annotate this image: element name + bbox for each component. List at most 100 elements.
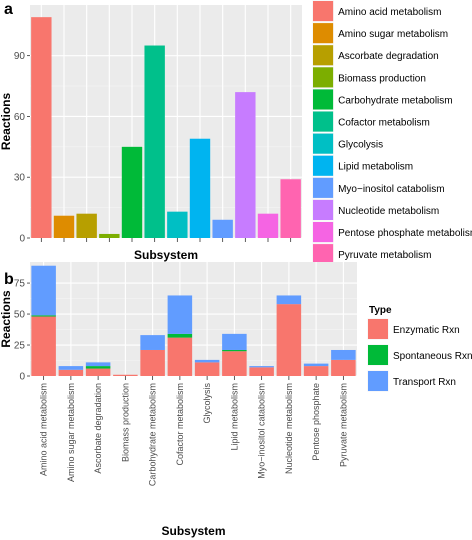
x-tick-label-b: Ascorbate degradation [93, 383, 103, 474]
bar-b-segment [222, 333, 247, 350]
bar-a [121, 146, 143, 238]
bar-b-segment [31, 315, 56, 317]
bar-b-segment [140, 349, 165, 376]
bar-b-segment [58, 369, 84, 376]
bar-b-segment [140, 335, 165, 350]
bar-b-segment [85, 362, 111, 367]
panel-b-label: b [4, 271, 14, 288]
legend-label-a: Biomass production [338, 73, 426, 84]
plot-a-background [30, 5, 302, 238]
legend-label-b: Spontaneous Rxn [393, 351, 472, 362]
bar-b-segment [331, 349, 356, 360]
bar-b-segment [167, 333, 193, 338]
legend-label-a: Carbohydrate metabolism [338, 95, 453, 106]
bar-b-segment [167, 295, 193, 334]
legend-swatch-a [313, 244, 334, 265]
legend-swatch-b [368, 345, 388, 365]
y-tick-label-a: 90 [14, 51, 26, 62]
legend-label-a: Pyruvate metabolism [338, 250, 431, 261]
legend-swatch-a [313, 45, 334, 66]
legend-swatch-a [313, 67, 334, 88]
legend-label-a: Amino sugar metabolism [338, 29, 448, 40]
bar-b-segment [113, 374, 138, 376]
x-axis-label-a: Subsystem [134, 248, 198, 262]
x-tick-label-b: Carbohydrate metabolism [148, 383, 158, 486]
bar-b-segment [222, 349, 247, 352]
legend-label-a: Lipid metabolism [338, 162, 413, 173]
bar-a [167, 211, 188, 238]
legend-swatch-a [313, 177, 334, 198]
bar-a [257, 213, 279, 238]
legend-label-a: Glycolysis [338, 140, 383, 151]
legend-swatch-a [313, 23, 334, 44]
bar-a [280, 179, 301, 238]
bar-b-segment [276, 295, 302, 305]
legend-label-a: Ascorbate degradation [338, 51, 439, 62]
bar-b-segment [331, 359, 356, 376]
bar-b-segment [31, 316, 56, 376]
bar-a [212, 219, 233, 238]
y-tick-label-a: 0 [19, 234, 25, 245]
chart-a: 0 30 60 90 Subsystem Reactions Amino acid meta… [0, 0, 472, 266]
x-tick-label-b: Nucleotide metabolism [284, 383, 294, 474]
bar-a [235, 92, 256, 239]
y-tick-label-b: 0 [19, 372, 25, 383]
bar-a [31, 17, 52, 238]
bar-a [76, 213, 97, 238]
x-axis-label-b: Subsystem [161, 524, 225, 538]
bar-b-segment [303, 366, 329, 376]
bar-b-segment [194, 362, 220, 376]
bar-a [144, 45, 165, 238]
x-tick-label-b: Glycolysis [202, 383, 212, 424]
panel-a-label: a [4, 1, 13, 18]
chart-b: 0 25 50 75 Amino acid metabolism Amino sugar … [0, 262, 472, 538]
y-tick-label-b: 50 [14, 310, 26, 321]
bar-b-segment [31, 265, 56, 316]
legend-swatch-a [313, 199, 334, 220]
legend-swatch-a [313, 133, 334, 154]
bar-b-segment [85, 368, 111, 376]
x-tick-label-b: Pyruvate metabolism [338, 383, 348, 467]
bar-b-segment [58, 366, 84, 370]
bar-a [189, 138, 211, 238]
y-tick-label-b: 25 [14, 341, 26, 352]
plot-b-background [30, 262, 357, 376]
legend-label-a: Amino acid metabolism [338, 7, 441, 18]
bar-b-segment [303, 363, 329, 367]
y-axis-label-b: Reactions [0, 290, 13, 348]
x-tick-label-b: Amino acid metabolism [39, 383, 49, 476]
legend-label-a: Pentose phosphate metabolism [338, 228, 472, 239]
legend-label-a: Nucleotide metabolism [338, 206, 439, 217]
legend-label-b: Enzymatic Rxn [393, 325, 460, 336]
legend-swatch-a [313, 1, 334, 22]
bar-b-segment [222, 351, 247, 376]
legend-swatch-b [368, 371, 388, 391]
legend-swatch-a [313, 111, 334, 132]
bar-b-segment [194, 359, 220, 363]
x-tick-label-b: Cofactor metabolism [175, 383, 185, 466]
y-axis-label-a: Reactions [0, 93, 13, 151]
legend-swatch-a [313, 222, 334, 243]
legend-label-a: Myo−inositol catabolism [338, 184, 444, 195]
x-tick-label-b: Myo−inositol catabolism [257, 383, 267, 479]
bar-b-segment [276, 304, 302, 376]
y-tick-label-a: 60 [14, 112, 26, 123]
y-tick-label-a: 30 [14, 173, 26, 184]
bar-b-segment [85, 366, 111, 369]
bar-b-segment [249, 367, 274, 376]
legend-swatch-a [313, 89, 334, 110]
x-tick-label-b: Amino sugar metabolism [66, 383, 76, 482]
legend-label-a: Cofactor metabolism [338, 118, 430, 129]
x-tick-label-b: Biomass production [120, 383, 130, 462]
legend-swatch-b [368, 319, 388, 339]
legend-swatch-a [313, 155, 334, 176]
bar-a [99, 233, 120, 238]
bar-a [53, 215, 75, 238]
legend-title-b: Type [369, 305, 392, 316]
y-tick-label-b: 75 [14, 279, 26, 290]
bar-b-segment [249, 366, 274, 368]
x-tick-label-b: Lipid metabolism [229, 383, 239, 451]
legend-label-b: Transport Rxn [393, 377, 456, 388]
x-tick-label-b: Pentose phosphate [311, 383, 321, 461]
